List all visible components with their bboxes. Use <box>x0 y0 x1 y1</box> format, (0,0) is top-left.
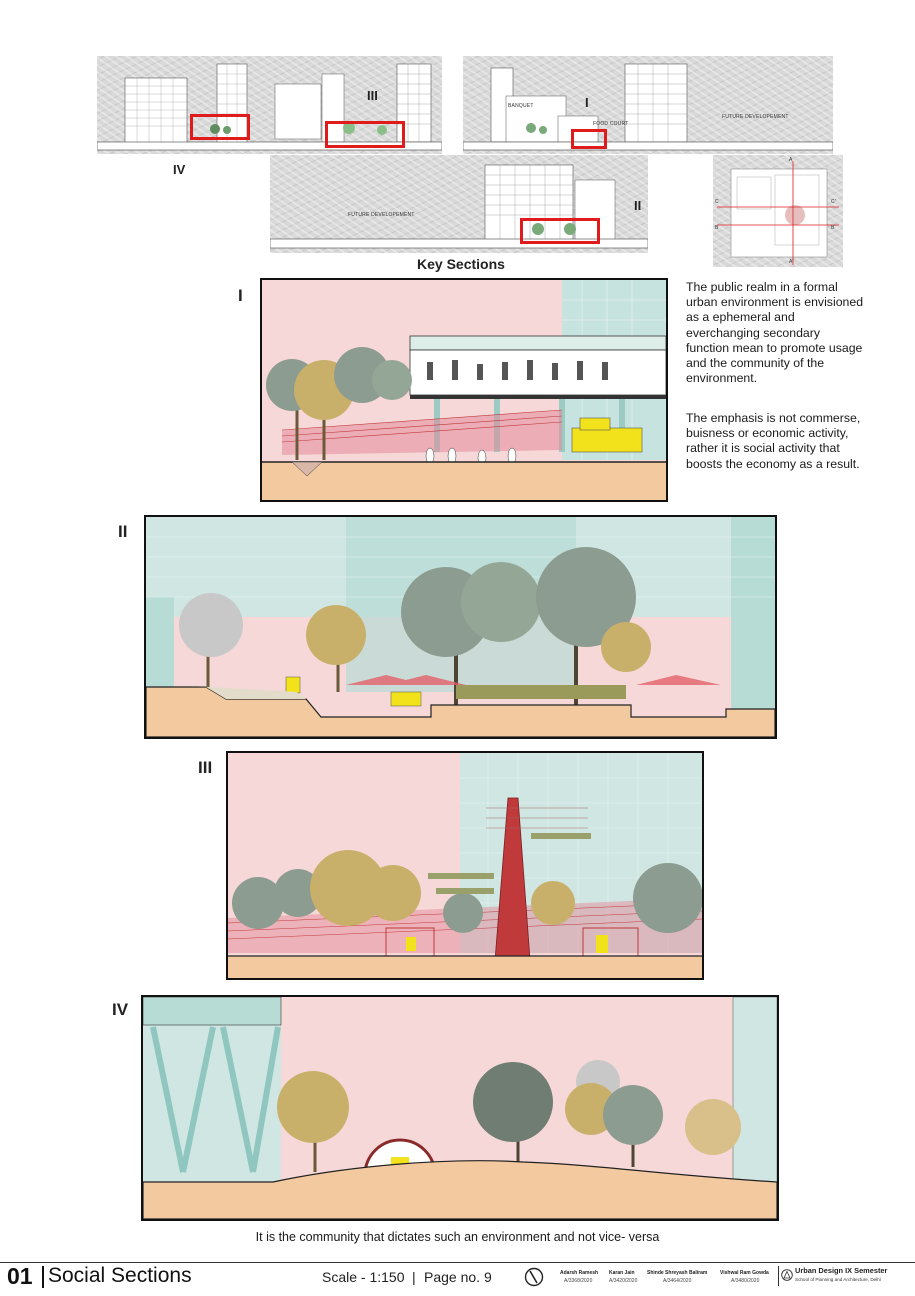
key-section-strip-right <box>462 56 834 154</box>
footer-separator: | <box>412 1269 416 1285</box>
key-section-drawing-left <box>96 63 443 151</box>
plan-letter-b-right: B' <box>831 225 836 231</box>
label-banquet: BANQUET <box>508 103 534 109</box>
plan-letter-a-bottom: A' <box>789 259 794 265</box>
section-label-ii: II <box>118 522 128 541</box>
school-name: School of Planning and Architecture, Del… <box>795 1277 881 1282</box>
section-iii-drawing <box>226 751 704 980</box>
key-section-strip-lower <box>269 155 649 253</box>
section-iv-drawing <box>141 995 779 1221</box>
key-label-iii: III <box>367 88 378 103</box>
credit-name-2: Karan Jain <box>609 1270 635 1276</box>
plan-letter-b-left: B <box>715 225 719 231</box>
site-plan-drawing <box>717 161 839 265</box>
section-label-i: I <box>238 286 243 305</box>
credit-name-4: Vishwal Ram Gowda <box>720 1270 769 1276</box>
course-title: Urban Design IX Semester <box>795 1266 888 1275</box>
spa-logo-icon <box>781 1268 793 1281</box>
label-future-development-top: FUTURE DEVELOPEMENT <box>722 114 789 120</box>
plan-letter-c-left: C <box>715 199 719 205</box>
sheet-title: Social Sections <box>48 1264 192 1287</box>
key-section-drawing-lower <box>269 164 649 249</box>
section-i-description-para1: The public realm in a formal urban envir… <box>686 280 864 386</box>
section-i-illustration <box>262 280 666 500</box>
sheet-number-divider <box>42 1266 44 1288</box>
key-marker-iv <box>190 114 250 140</box>
credit-id-3: A/3464/2020 <box>663 1278 692 1284</box>
credit-name-3: Shinde Shreyash Baliram <box>647 1270 708 1276</box>
section-label-iv: IV <box>112 1000 129 1019</box>
page-number: Page no. 9 <box>424 1269 492 1285</box>
sheet-number: 01 <box>7 1263 33 1289</box>
footer-rule <box>0 1262 915 1263</box>
section-ii-drawing <box>144 515 777 739</box>
section-iii-illustration <box>228 753 702 978</box>
credit-id-2: A/3420/2020 <box>609 1278 638 1284</box>
key-section-drawing-right <box>462 63 834 151</box>
plan-letter-a-top: A <box>789 157 793 163</box>
section-iv-illustration <box>143 997 777 1219</box>
key-label-i: I <box>585 95 589 110</box>
key-section-strip-left <box>96 56 443 154</box>
key-label-ii: II <box>634 198 642 213</box>
north-arrow-icon <box>524 1267 544 1287</box>
key-marker-ii <box>520 218 600 244</box>
section-i-description-para2: The emphasis is not commerse, buisness o… <box>686 411 861 471</box>
key-sections-caption: Key Sections <box>417 256 505 272</box>
section-ii-illustration <box>146 517 775 737</box>
label-future-development-bottom: FUTURE DEVELOPEMENT <box>348 212 415 218</box>
label-food-court: FOOD COURT <box>593 121 629 127</box>
section-i-drawing <box>260 278 668 502</box>
key-marker-i <box>571 129 607 149</box>
credit-name-1: Adarsh Ramesh <box>560 1270 599 1276</box>
scale-text: Scale - 1:150 <box>322 1269 405 1285</box>
bottom-caption: It is the community that dictates such a… <box>255 1230 660 1244</box>
course-divider <box>778 1266 779 1286</box>
credit-id-1: A/3368/2020 <box>564 1278 593 1284</box>
key-marker-iii <box>325 121 405 148</box>
key-label-iv: IV <box>173 162 186 177</box>
site-plan: A A' C C' B B' <box>713 155 843 267</box>
credit-id-4: A/3480/2020 <box>731 1278 760 1284</box>
section-label-iii: III <box>198 758 213 777</box>
plan-letter-c-right: C' <box>831 199 836 205</box>
